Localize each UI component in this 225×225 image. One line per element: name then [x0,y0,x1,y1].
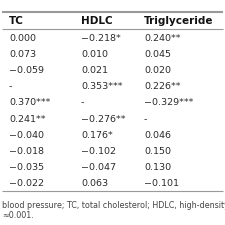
Text: −0.218*: −0.218* [81,34,121,43]
Text: −0.276**: −0.276** [81,115,126,124]
Text: TC: TC [9,16,24,26]
Text: 0.130: 0.130 [144,163,171,172]
Text: 0.021: 0.021 [81,66,108,75]
Text: 0.046: 0.046 [144,131,171,140]
Text: −0.059: −0.059 [9,66,44,75]
Text: 0.226**: 0.226** [144,82,180,91]
Text: 0.000: 0.000 [9,34,36,43]
Text: blood pressure; TC, total cholesterol; HDLC, high-density lipoprot...: blood pressure; TC, total cholesterol; H… [2,201,225,210]
Text: 0.370***: 0.370*** [9,99,50,108]
Text: 0.010: 0.010 [81,50,108,59]
Text: 0.020: 0.020 [144,66,171,75]
Text: -: - [81,99,84,108]
Text: Triglyceride: Triglyceride [144,16,214,26]
Text: 0.240**: 0.240** [144,34,180,43]
Text: −0.101: −0.101 [144,180,179,189]
Text: 0.150: 0.150 [144,147,171,156]
Text: 0.241**: 0.241** [9,115,45,124]
Text: 0.073: 0.073 [9,50,36,59]
Text: −0.329***: −0.329*** [144,99,193,108]
Text: ≈0.001.: ≈0.001. [2,212,34,220]
Text: −0.022: −0.022 [9,180,44,189]
Text: −0.040: −0.040 [9,131,44,140]
Text: −0.035: −0.035 [9,163,44,172]
Text: -: - [144,115,147,124]
Text: 0.063: 0.063 [81,180,108,189]
Text: −0.102: −0.102 [81,147,116,156]
Text: -: - [9,82,12,91]
Text: 0.176*: 0.176* [81,131,113,140]
Text: 0.353***: 0.353*** [81,82,122,91]
Text: −0.018: −0.018 [9,147,44,156]
Text: HDLC: HDLC [81,16,112,26]
Text: −0.047: −0.047 [81,163,116,172]
Text: 0.045: 0.045 [144,50,171,59]
